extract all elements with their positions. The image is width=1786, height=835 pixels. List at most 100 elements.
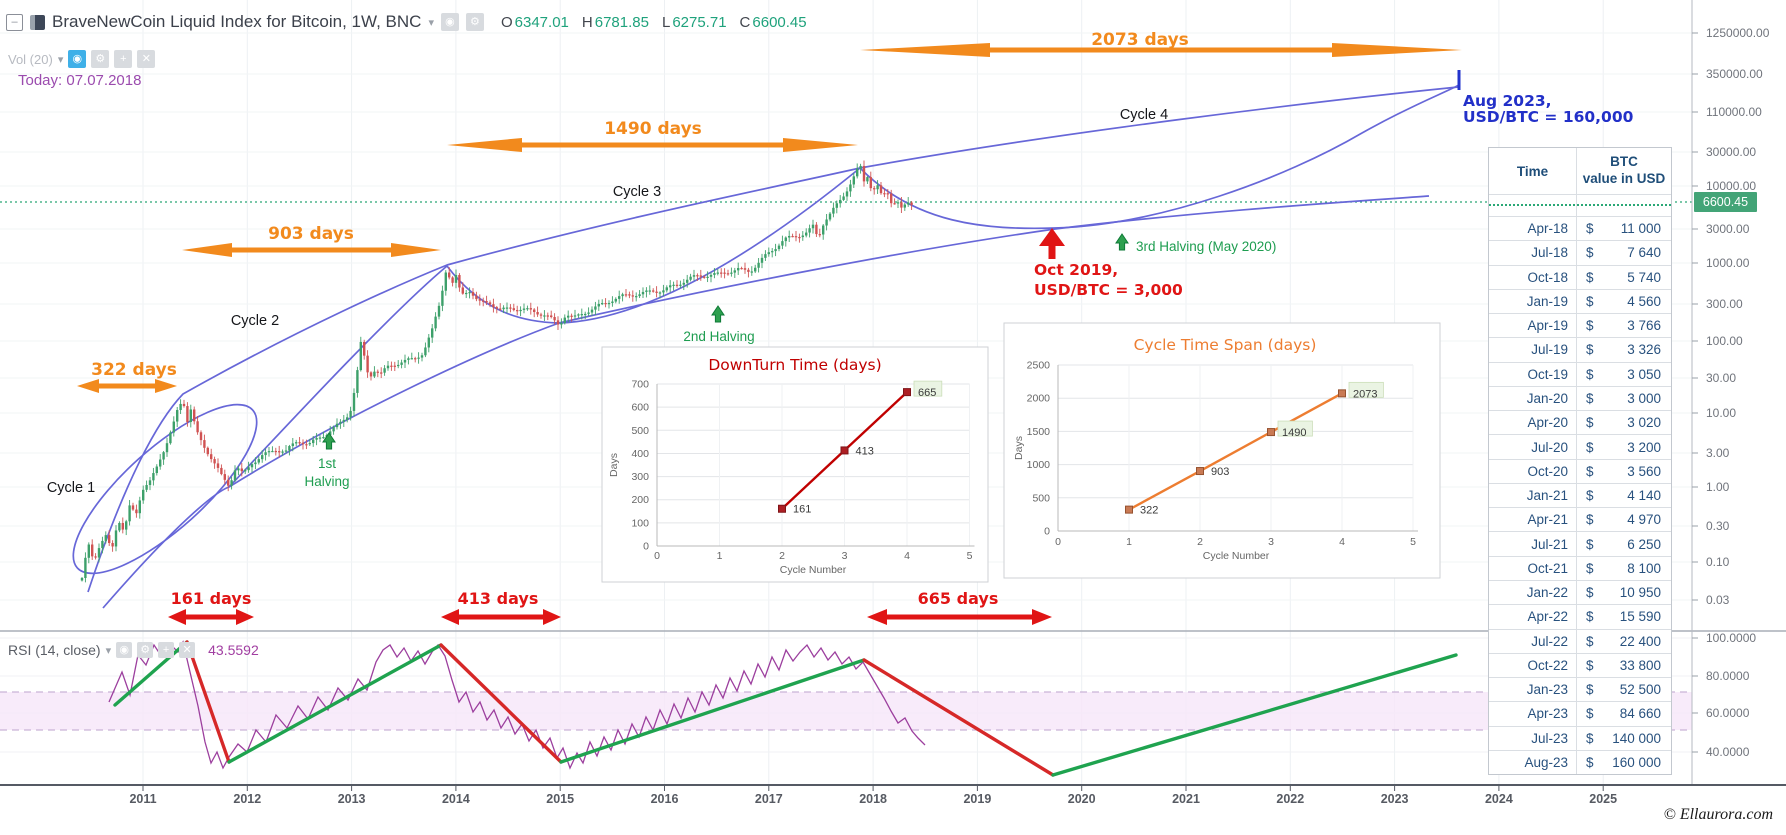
- svg-text:0: 0: [1055, 536, 1061, 548]
- close-icon[interactable]: ✕: [179, 642, 196, 658]
- svg-text:2020: 2020: [1068, 792, 1096, 806]
- svg-text:3rd Halving (May 2020): 3rd Halving (May 2020): [1136, 239, 1276, 254]
- gear-icon[interactable]: ⚙: [137, 642, 154, 658]
- svg-text:1000: 1000: [1027, 459, 1051, 471]
- svg-text:413: 413: [856, 445, 874, 457]
- svg-text:USD/BTC = 3,000: USD/BTC = 3,000: [1034, 281, 1183, 299]
- svg-text:322: 322: [1140, 505, 1158, 517]
- table-row: Apr-18 $11 000: [1489, 216, 1671, 241]
- svg-text:2012: 2012: [233, 792, 261, 806]
- chevron-down-icon[interactable]: ▾: [57, 53, 64, 66]
- svg-text:1: 1: [717, 550, 723, 562]
- rsi-axis[interactable]: 100.0000 80.0000 60.0000 40.0000: [1692, 631, 1756, 759]
- svg-text:1490: 1490: [1282, 427, 1306, 439]
- chart-legend-row: – BraveNewCoin Liquid Index for Bitcoin,…: [6, 9, 807, 35]
- svg-text:30.00: 30.00: [1706, 371, 1736, 385]
- time-axis[interactable]: 2011 2012 2013 2014 2015 2016 2017 2018 2019 2020…: [129, 785, 1617, 806]
- forecast-table-header: Time BTC value in USD: [1489, 148, 1671, 195]
- rsi-legend-row: RSI (14, close) ▾ ◉ ⚙ + ✕ 43.5592: [8, 641, 259, 659]
- ohlc-h: H 6781.85: [581, 13, 649, 31]
- svg-text:2073: 2073: [1353, 388, 1377, 400]
- ohlc-values: O 6347.01 H 6781.85 L 6275.71 C 6600.45: [501, 14, 807, 31]
- svg-text:665 days: 665 days: [918, 589, 999, 608]
- rsi-label: RSI (14, close): [8, 642, 101, 658]
- eye-icon[interactable]: ◉: [440, 13, 459, 31]
- table-row: Jan-21 $4 140: [1489, 482, 1671, 508]
- table-row: Jul-23 $140 000: [1489, 725, 1671, 750]
- eye-icon[interactable]: ◉: [68, 50, 87, 68]
- svg-text:0: 0: [1044, 526, 1050, 538]
- svg-text:1st: 1st: [318, 456, 336, 471]
- gear-icon[interactable]: ⚙: [91, 50, 110, 68]
- svg-text:0.30: 0.30: [1706, 519, 1730, 533]
- svg-text:600: 600: [631, 402, 649, 414]
- today-annotation: Today: 07.07.2018: [18, 72, 142, 89]
- cycle-span-arrows: 322 days 903 days 1490 days 2073 days: [77, 30, 1462, 393]
- svg-text:10.00: 10.00: [1706, 406, 1736, 420]
- svg-text:161: 161: [793, 504, 811, 516]
- instrument-logo-icon: [30, 14, 45, 30]
- table-gap-row: [1489, 195, 1671, 216]
- table-header-time: Time: [1516, 163, 1549, 179]
- svg-text:0.10: 0.10: [1706, 555, 1730, 569]
- svg-text:300: 300: [631, 471, 649, 483]
- svg-text:60.0000: 60.0000: [1706, 706, 1750, 720]
- table-row: Jan-20 $3 000: [1489, 385, 1671, 411]
- svg-text:Cycle 1: Cycle 1: [47, 480, 95, 496]
- plus-icon[interactable]: +: [114, 50, 133, 68]
- collapse-pane-icon[interactable]: –: [6, 13, 23, 31]
- svg-text:2000: 2000: [1027, 393, 1051, 405]
- table-row: Jul-18 $7 640: [1489, 240, 1671, 265]
- table-header-btc-value: BTC value in USD: [1576, 148, 1671, 194]
- svg-text:413 days: 413 days: [458, 589, 539, 608]
- svg-text:Oct 2019,: Oct 2019,: [1034, 261, 1118, 279]
- svg-text:Halving: Halving: [304, 474, 349, 489]
- svg-text:700: 700: [631, 379, 649, 391]
- svg-text:2nd Halving: 2nd Halving: [683, 329, 754, 344]
- eye-icon[interactable]: ◉: [116, 642, 133, 658]
- svg-text:10000.00: 10000.00: [1706, 179, 1756, 193]
- svg-text:0: 0: [654, 550, 660, 562]
- svg-text:2017: 2017: [755, 792, 783, 806]
- chevron-down-icon[interactable]: ▾: [105, 644, 112, 657]
- svg-text:Days: Days: [608, 453, 620, 477]
- plus-icon[interactable]: +: [158, 642, 175, 658]
- volume-label: Vol (20): [8, 51, 53, 67]
- table-row: Apr-21 $4 970: [1489, 507, 1671, 532]
- svg-text:161 days: 161 days: [171, 589, 252, 608]
- svg-text:2024: 2024: [1485, 792, 1513, 806]
- price-axis[interactable]: 1250000.00 350000.00 110000.00 30000.00 1000…: [1692, 26, 1770, 607]
- chevron-down-icon[interactable]: ▾: [428, 16, 434, 29]
- svg-text:3000.00: 3000.00: [1706, 222, 1750, 236]
- copyright-text: © Ellaurora.com: [1663, 806, 1773, 823]
- table-row: Oct-21 $8 100: [1489, 555, 1671, 580]
- table-row: Jan-19 $4 560: [1489, 288, 1671, 314]
- svg-text:2018: 2018: [859, 792, 887, 806]
- svg-text:3: 3: [1268, 536, 1274, 548]
- table-row: Jul-22 $22 400: [1489, 628, 1671, 653]
- gear-icon[interactable]: ⚙: [465, 13, 484, 31]
- close-icon[interactable]: ✕: [137, 50, 156, 68]
- svg-text:2500: 2500: [1027, 360, 1051, 372]
- volume-legend-row: Vol (20) ▾ ◉ ⚙ + ✕: [8, 50, 156, 68]
- svg-text:2073 days: 2073 days: [1091, 30, 1189, 50]
- svg-text:2015: 2015: [546, 792, 574, 806]
- svg-text:2022: 2022: [1276, 792, 1304, 806]
- svg-text:110000.00: 110000.00: [1706, 105, 1762, 119]
- svg-text:500: 500: [1032, 492, 1050, 504]
- rsi-trendlines: [113, 640, 1458, 777]
- table-row: Jul-21 $6 250: [1489, 531, 1671, 556]
- table-row: Oct-22 $33 800: [1489, 652, 1671, 678]
- inset-cycle-span-chart: Cycle Time Span (days)050010001500200025…: [1003, 322, 1441, 579]
- svg-text:0.03: 0.03: [1706, 593, 1730, 607]
- svg-text:Cycle Time Span (days): Cycle Time Span (days): [1134, 336, 1317, 354]
- svg-text:1490 days: 1490 days: [604, 119, 702, 139]
- table-row: Jan-23 $52 500: [1489, 677, 1671, 702]
- axes: [0, 0, 1786, 786]
- svg-text:DownTurn Time (days): DownTurn Time (days): [708, 356, 881, 374]
- svg-text:500: 500: [631, 425, 649, 437]
- svg-text:4: 4: [904, 550, 910, 562]
- svg-text:2: 2: [1197, 536, 1203, 548]
